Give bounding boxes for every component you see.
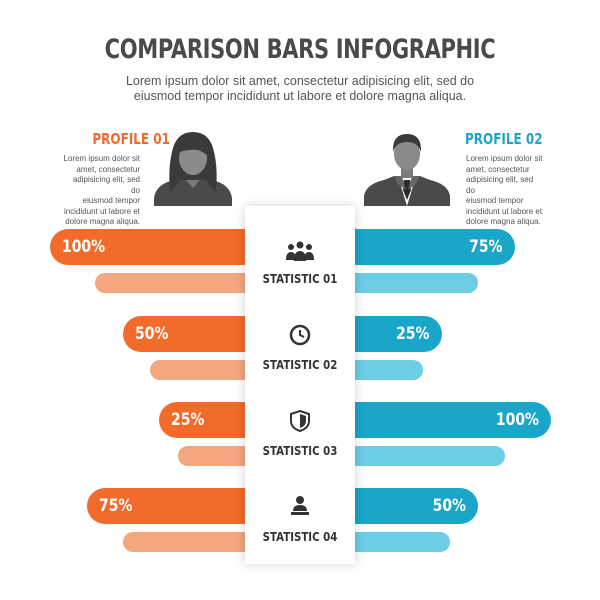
profile-01-text-line: amet, consectetur: [76, 164, 140, 174]
profile-02-text-line: Lorem ipsum dolor sit: [466, 154, 543, 163]
profile-02-text-line: incididunt ut labore et: [466, 206, 543, 216]
profile-02-text-line: eiusmod tempor: [466, 196, 524, 205]
profile-01-text-line: dolore magna aliqua.: [65, 217, 140, 226]
subtitle-line: Lorem ipsum dolor sit amet, consectetur …: [125, 74, 475, 88]
profile-01-value-label: 75%: [98, 496, 132, 516]
profile-01-bar: [86, 488, 245, 524]
clock-icon: [289, 324, 311, 346]
subtitle-line: eiusmod tempor incididunt ut labore et d…: [133, 89, 467, 103]
profile-02-value-label: 50%: [432, 496, 466, 516]
profile-02-text-line: amet, consectetur: [466, 164, 530, 174]
profile-02-text: Lorem ipsum dolor sit amet, consectetur …: [466, 154, 544, 228]
statistic-label: STATISTIC 02: [262, 358, 338, 372]
user-laptop-icon: [291, 496, 309, 515]
profile-01-text-line: incididunt ut labore et: [63, 206, 140, 216]
profile-01-bar: [50, 229, 245, 265]
profile-01-sub-bar: [177, 446, 245, 466]
page-subtitle: Lorem ipsum dolor sit amet, consectetur …: [100, 74, 500, 104]
profile-02-bar: [355, 488, 478, 524]
profile-01-text-line: adipisicing elit, sed do: [72, 175, 140, 195]
statistic-label: STATISTIC 03: [262, 444, 338, 458]
profile-01-bar: [122, 316, 245, 352]
profile-02-value-label: 75%: [469, 237, 503, 257]
people-group-icon: [286, 241, 314, 261]
shield-icon: [290, 410, 310, 432]
profile-02-bar: [355, 402, 551, 438]
profile-02-value-label: 100%: [495, 410, 539, 430]
profile-02-text-line: dolore magna aliqua.: [466, 217, 541, 226]
profile-02-sub-bar: [355, 360, 423, 380]
profile-02-sub-bar: [355, 532, 450, 552]
center-panel: [245, 206, 355, 564]
profile-01-value-label: 100%: [62, 237, 106, 257]
profile-02-bar: [355, 316, 442, 352]
female-avatar-icon: [154, 132, 232, 206]
male-avatar-icon: [364, 134, 450, 206]
statistic-label: STATISTIC 04: [262, 530, 338, 544]
profile-02-text-line: adipisicing elit, sed do: [466, 175, 534, 195]
profile-01-title: PROFILE 01: [92, 130, 170, 148]
profile-02-bar: [355, 229, 515, 265]
page-title: COMPARISON BARS INFOGRAPHIC: [104, 34, 496, 65]
profile-01-text-line: eiusmod tempor: [82, 196, 140, 205]
profile-01-value-label: 50%: [134, 324, 169, 344]
profile-01-sub-bar: [122, 532, 245, 552]
profile-01-sub-bar: [150, 360, 245, 380]
profile-02-title: PROFILE 02: [465, 130, 543, 148]
profile-02-value-label: 25%: [396, 324, 430, 344]
statistic-label: STATISTIC 01: [262, 272, 338, 286]
profile-01-sub-bar: [95, 273, 245, 293]
profile-01-text: Lorem ipsum dolor sit amet, consectetur …: [62, 154, 140, 228]
profile-02-sub-bar: [355, 446, 505, 466]
profile-01-value-label: 25%: [170, 410, 205, 430]
profile-02-sub-bar: [355, 273, 478, 293]
profile-01-text-line: Lorem ipsum dolor sit: [63, 154, 140, 163]
profile-01-bar: [158, 402, 245, 438]
